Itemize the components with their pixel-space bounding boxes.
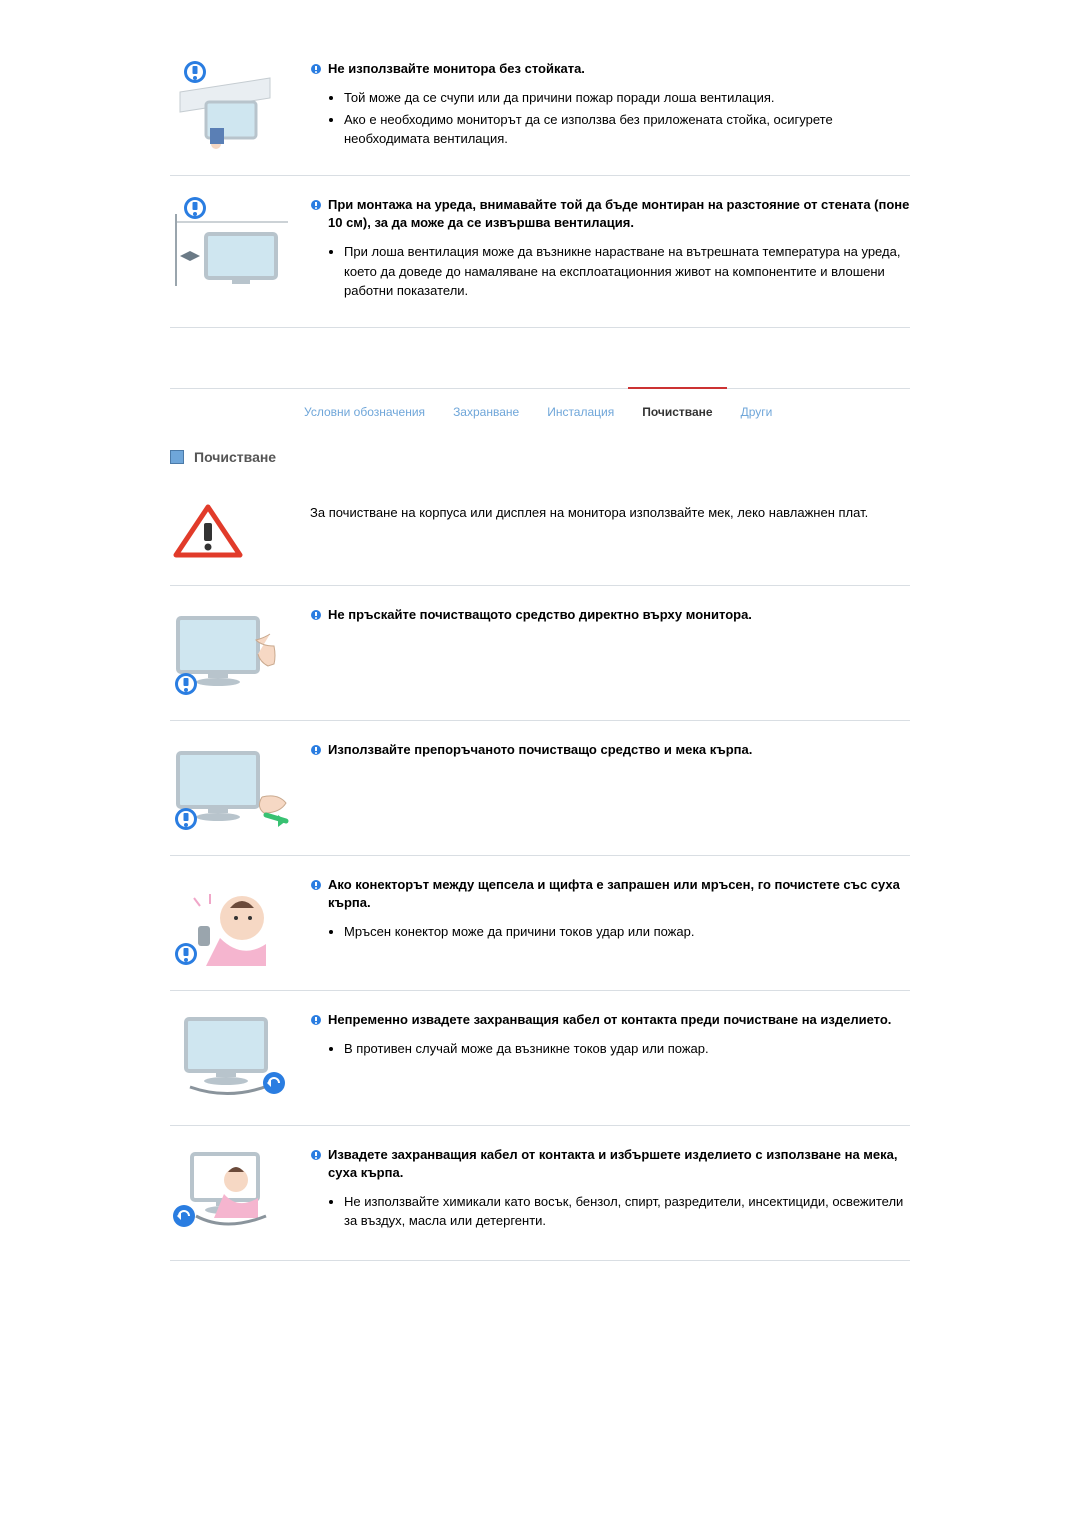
safety-text: Ако конекторът между щепсела и щифта е з…	[310, 874, 910, 944]
nav-tabs: Условни обозначения Захранване Инсталаци…	[170, 395, 910, 425]
bullet-item: Ако е необходимо мониторът да се използв…	[344, 110, 910, 149]
illustration-unplug-clean	[170, 1009, 310, 1101]
bullet-item: Не използвайте химикали като восък, бенз…	[344, 1192, 910, 1231]
safety-row-intro: За почистване на корпуса или дисплея на …	[170, 483, 910, 586]
safety-row: При монтажа на уреда, внимавайте той да …	[170, 176, 910, 328]
safety-text: Извадете захранващия кабел от контакта и…	[310, 1144, 910, 1233]
safety-bullets: В противен случай може да възникне токов…	[344, 1039, 910, 1059]
notice-icon	[310, 63, 322, 75]
illustration-wall-distance	[170, 194, 310, 286]
illustration-unplug-wipe	[170, 1144, 310, 1236]
notice-icon	[310, 744, 322, 756]
safety-row: Непременно извадете захранващия кабел от…	[170, 991, 910, 1126]
notice-icon	[310, 1014, 322, 1026]
safety-bullets: При лоша вентилация може да възникне нар…	[344, 242, 910, 301]
intro-text: За почистване на корпуса или дисплея на …	[310, 503, 910, 523]
safety-text: Използвайте препоръчаното почистващо сре…	[310, 739, 910, 769]
tab-power[interactable]: Захранване	[439, 395, 533, 425]
section-square-icon	[170, 450, 184, 464]
safety-text: Непременно извадете захранващия кабел от…	[310, 1009, 910, 1061]
safety-title-text: Ако конекторът между щепсела и щифта е з…	[328, 876, 910, 912]
notice-icon	[310, 1149, 322, 1161]
tab-installation[interactable]: Инсталация	[533, 395, 628, 425]
illustration-no-stand	[170, 58, 310, 150]
tab-notation[interactable]: Условни обозначения	[290, 395, 439, 425]
safety-bullets: Той може да се счупи или да причини пожа…	[344, 88, 910, 149]
safety-title-text: Непременно извадете захранващия кабел от…	[328, 1011, 891, 1029]
safety-text: Не пръскайте почистващото средство дирек…	[310, 604, 910, 634]
bullet-item: В противен случай може да възникне токов…	[344, 1039, 910, 1059]
page-root: Не използвайте монитора без стойката. То…	[110, 0, 970, 1321]
bullet-item: При лоша вентилация може да възникне нар…	[344, 242, 910, 301]
safety-bullets: Мръсен конектор може да причини токов уд…	[344, 922, 910, 942]
safety-text: Не използвайте монитора без стойката. То…	[310, 58, 910, 151]
safety-title-text: Не използвайте монитора без стойката.	[328, 60, 585, 78]
safety-title-text: При монтажа на уреда, внимавайте той да …	[328, 196, 910, 232]
safety-title-text: Извадете захранващия кабел от контакта и…	[328, 1146, 910, 1182]
section-title-text: Почистване	[194, 449, 276, 465]
notice-icon	[310, 199, 322, 211]
bullet-item: Мръсен конектор може да причини токов уд…	[344, 922, 910, 942]
bullet-item: Той може да се счупи или да причини пожа…	[344, 88, 910, 108]
safety-row: Използвайте препоръчаното почистващо сре…	[170, 721, 910, 856]
notice-icon	[310, 879, 322, 891]
tab-others[interactable]: Други	[727, 395, 787, 425]
notice-icon	[310, 609, 322, 621]
safety-text: За почистване на корпуса или дисплея на …	[310, 501, 910, 523]
illustration-clean-connector	[170, 874, 310, 966]
illustration-soft-cloth	[170, 739, 310, 831]
safety-row: Извадете захранващия кабел от контакта и…	[170, 1126, 910, 1261]
safety-text: При монтажа на уреда, внимавайте той да …	[310, 194, 910, 303]
tab-cleaning[interactable]: Почистване	[628, 387, 726, 425]
safety-row: Не пръскайте почистващото средство дирек…	[170, 586, 910, 721]
safety-title-text: Не пръскайте почистващото средство дирек…	[328, 606, 752, 624]
safety-title-text: Използвайте препоръчаното почистващо сре…	[328, 741, 752, 759]
safety-bullets: Не използвайте химикали като восък, бенз…	[344, 1192, 910, 1231]
section-heading: Почистване	[170, 449, 910, 465]
safety-row: Ако конекторът между щепсела и щифта е з…	[170, 856, 910, 991]
illustration-no-spray	[170, 604, 310, 696]
illustration-warning-triangle	[170, 501, 310, 561]
safety-row: Не използвайте монитора без стойката. То…	[170, 40, 910, 176]
nav-tabs-wrap: Условни обозначения Захранване Инсталаци…	[170, 388, 910, 425]
